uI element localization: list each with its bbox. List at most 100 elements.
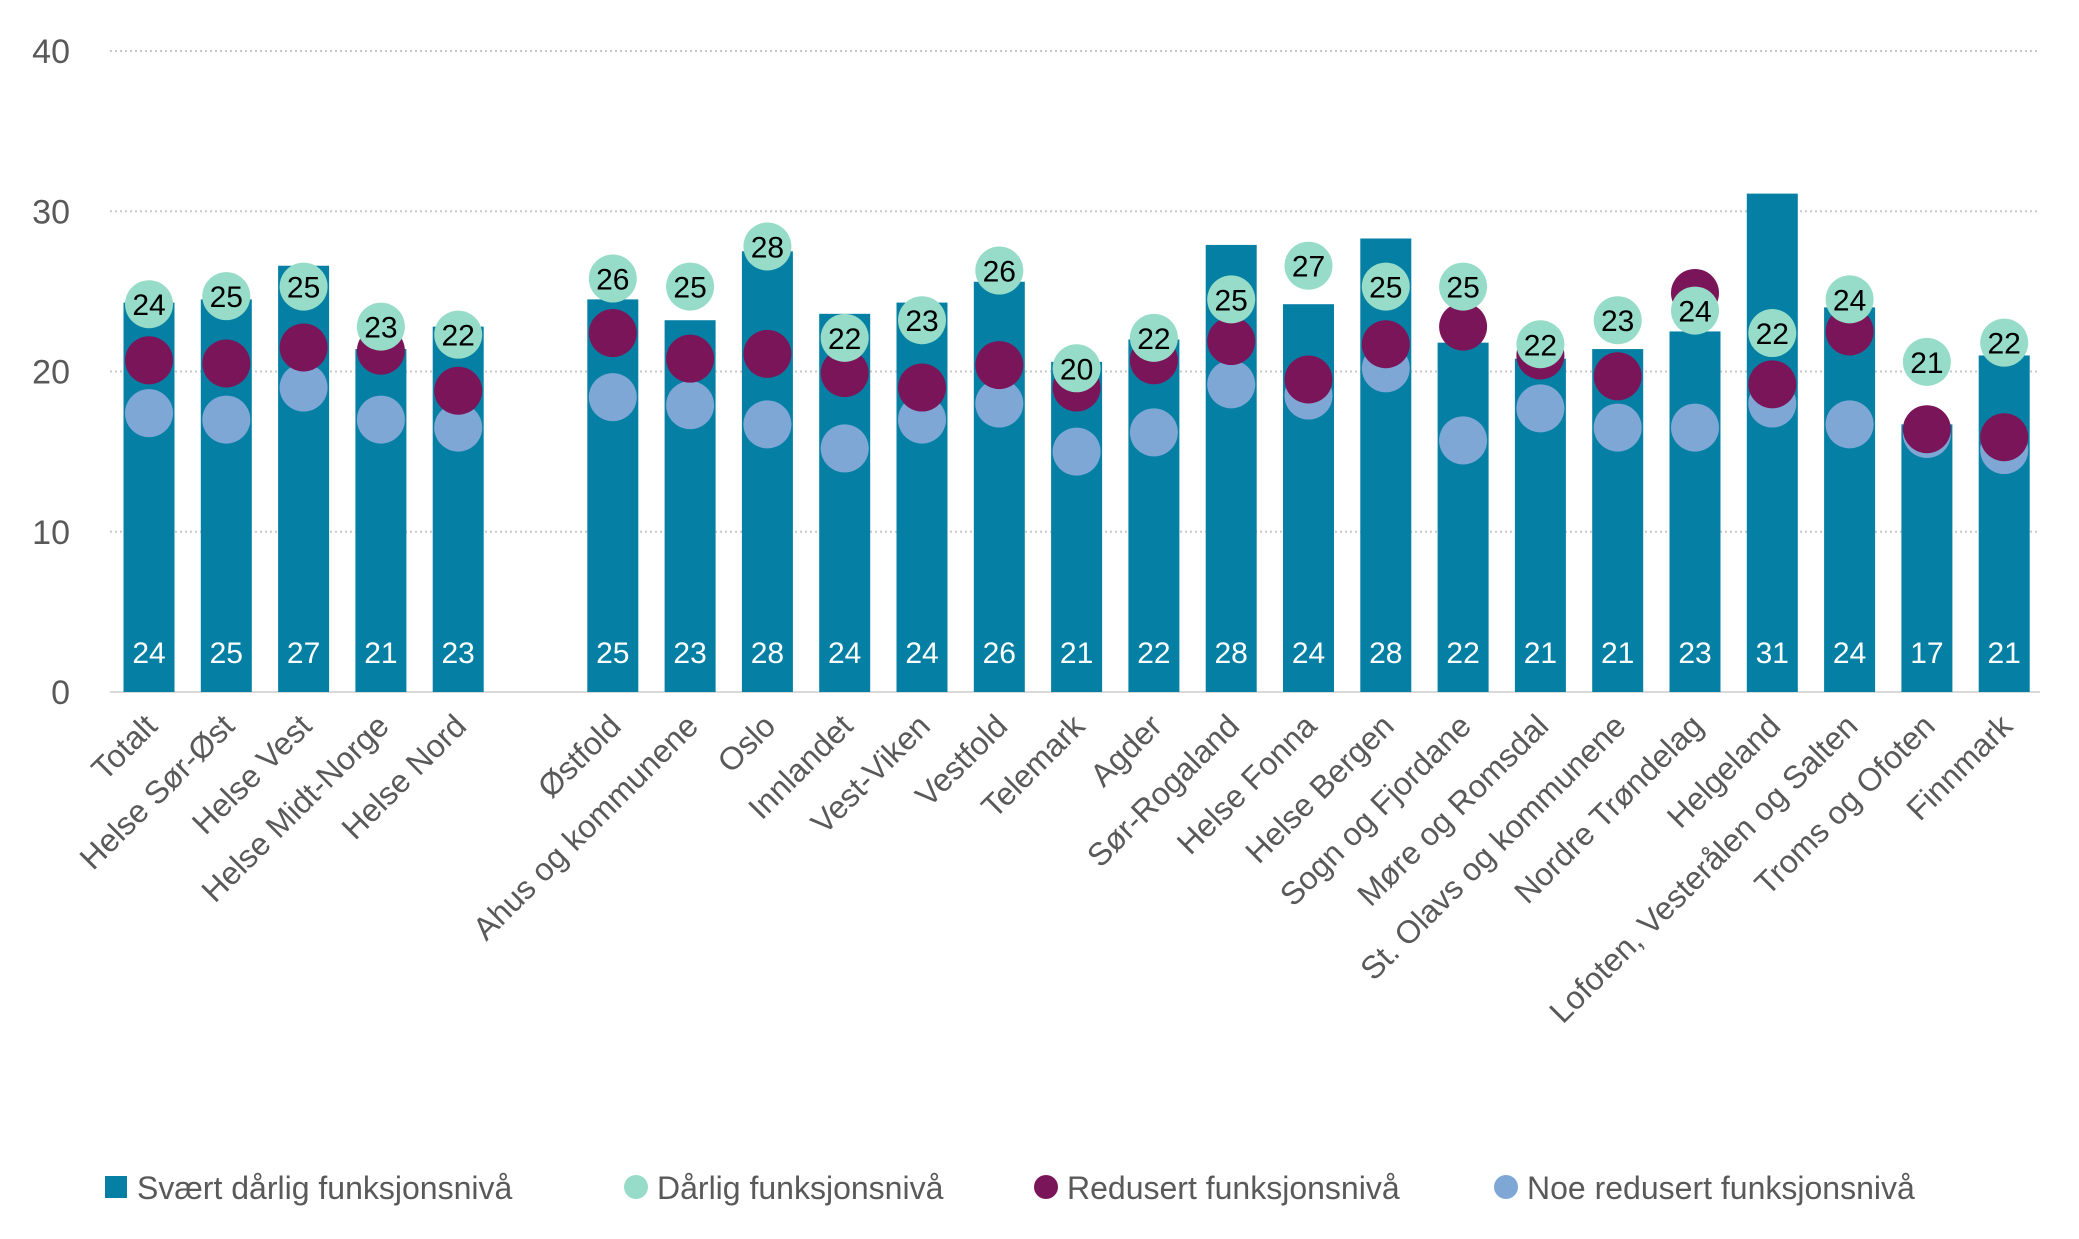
bar-value-label: 24: [1292, 637, 1325, 670]
bar-svaert-darlig: [741, 251, 793, 692]
dot-darlig-label: 24: [1833, 284, 1866, 317]
bar-value-label: 24: [132, 637, 165, 670]
bar-svaert-darlig: [1978, 355, 2030, 692]
y-tick-label: 10: [32, 514, 70, 552]
dot-noe-redusert: [125, 389, 173, 438]
dot-darlig-label: 23: [905, 305, 938, 338]
dot-darlig: [1748, 309, 1797, 358]
dot-darlig-label: 25: [1369, 272, 1402, 305]
bar-svaert-darlig: [1437, 342, 1489, 692]
dot-darlig-label: 23: [364, 312, 397, 345]
bar-value-label: 17: [1910, 637, 1943, 670]
dot-redusert: [1284, 355, 1333, 404]
dot-redusert: [1439, 302, 1488, 351]
dot-darlig: [1593, 296, 1642, 345]
dot-noe-redusert: [820, 424, 869, 473]
dot-darlig: [202, 272, 251, 321]
dot-darlig-label: 24: [132, 289, 165, 322]
dot-darlig-label: 25: [210, 281, 243, 314]
y-tick-label: 30: [32, 193, 70, 231]
dot-darlig: [1671, 286, 1719, 335]
dot-redusert: [1902, 405, 1951, 454]
dot-redusert: [202, 339, 251, 388]
dot-darlig: [1439, 262, 1488, 311]
dot-darlig: [898, 296, 946, 345]
dot-darlig: [125, 280, 173, 329]
dot-noe-redusert: [202, 395, 251, 444]
dot-darlig: [434, 310, 483, 359]
dot-darlig-label: 22: [828, 323, 861, 356]
bar-value-label: 26: [983, 637, 1016, 670]
dot-redusert: [588, 309, 637, 358]
y-tick-label: 20: [32, 354, 70, 392]
legend-swatch: [624, 1175, 648, 1199]
dot-darlig-label: 25: [673, 272, 706, 305]
bar-value-label: 21: [1524, 637, 1557, 670]
dot-noe-redusert: [1207, 360, 1256, 409]
dot-noe-redusert: [1052, 427, 1101, 476]
dot-darlig: [279, 262, 328, 311]
dot-darlig: [1516, 320, 1565, 369]
dot-redusert: [666, 334, 715, 383]
dot-darlig-label: 25: [287, 272, 320, 305]
bar-value-label: 28: [1215, 637, 1248, 670]
dot-darlig: [1825, 275, 1874, 324]
dot-darlig: [666, 262, 715, 311]
dot-redusert: [743, 329, 792, 378]
bar-value-label: 27: [287, 637, 320, 670]
dot-darlig-label: 22: [442, 320, 475, 353]
dot-redusert: [975, 341, 1024, 390]
y-tick-label: 40: [32, 33, 70, 71]
dot-noe-redusert: [666, 381, 715, 430]
dot-darlig-label: 20: [1060, 353, 1093, 386]
legend-swatch: [1494, 1175, 1518, 1199]
dot-darlig: [356, 302, 405, 351]
bar-value-label: 21: [364, 637, 397, 670]
dot-darlig: [743, 222, 792, 271]
legend-label: Noe redusert funksjonsnivå: [1527, 1170, 1915, 1206]
dot-noe-redusert: [1516, 384, 1565, 433]
dot-redusert: [1361, 320, 1410, 369]
y-tick-label: 0: [51, 674, 70, 712]
bar-value-label: 23: [1678, 637, 1711, 670]
dot-darlig-label: 22: [1756, 318, 1789, 351]
bar-value-label: 23: [673, 637, 706, 670]
dot-darlig-label: 22: [1137, 323, 1170, 356]
bar-svaert-darlig: [896, 302, 948, 692]
dot-darlig-label: 26: [983, 256, 1016, 289]
legend-label: Redusert funksjonsnivå: [1067, 1170, 1400, 1206]
x-tick-label: Oslo: [710, 707, 782, 779]
dot-noe-redusert: [743, 400, 792, 449]
dot-darlig-label: 24: [1678, 296, 1711, 329]
bar-value-label: 31: [1756, 637, 1789, 670]
bar-svaert-darlig: [1746, 193, 1798, 692]
dot-darlig: [820, 313, 869, 362]
bar-value-label: 21: [1988, 637, 2021, 670]
dot-darlig-label: 22: [1988, 328, 2021, 361]
bar-value-label: 24: [1833, 637, 1866, 670]
legend-swatch: [1034, 1175, 1058, 1199]
dot-darlig: [1207, 275, 1256, 324]
dot-darlig-label: 25: [1215, 284, 1248, 317]
bar-value-label: 22: [1446, 637, 1479, 670]
bar-value-label: 25: [596, 637, 629, 670]
dot-redusert: [820, 349, 869, 398]
bar-value-label: 23: [442, 637, 475, 670]
dot-darlig-label: 28: [751, 232, 784, 265]
bar-svaert-darlig: [1360, 238, 1412, 692]
bar-value-label: 25: [210, 637, 243, 670]
dot-darlig-label: 27: [1292, 251, 1325, 284]
dot-darlig-label: 23: [1601, 305, 1634, 338]
dot-darlig: [1980, 318, 2029, 367]
bar-svaert-darlig: [1669, 331, 1721, 692]
dot-darlig: [1052, 344, 1101, 393]
bar-svaert-darlig: [1128, 339, 1180, 692]
dot-noe-redusert: [1593, 403, 1642, 452]
bar-value-label: 28: [1369, 637, 1402, 670]
bar-svaert-darlig: [587, 299, 639, 692]
dot-redusert: [1980, 413, 2029, 462]
legend-label: Dårlig funksjonsnivå: [657, 1170, 944, 1206]
dot-redusert: [1593, 352, 1642, 401]
dot-redusert: [125, 336, 173, 385]
